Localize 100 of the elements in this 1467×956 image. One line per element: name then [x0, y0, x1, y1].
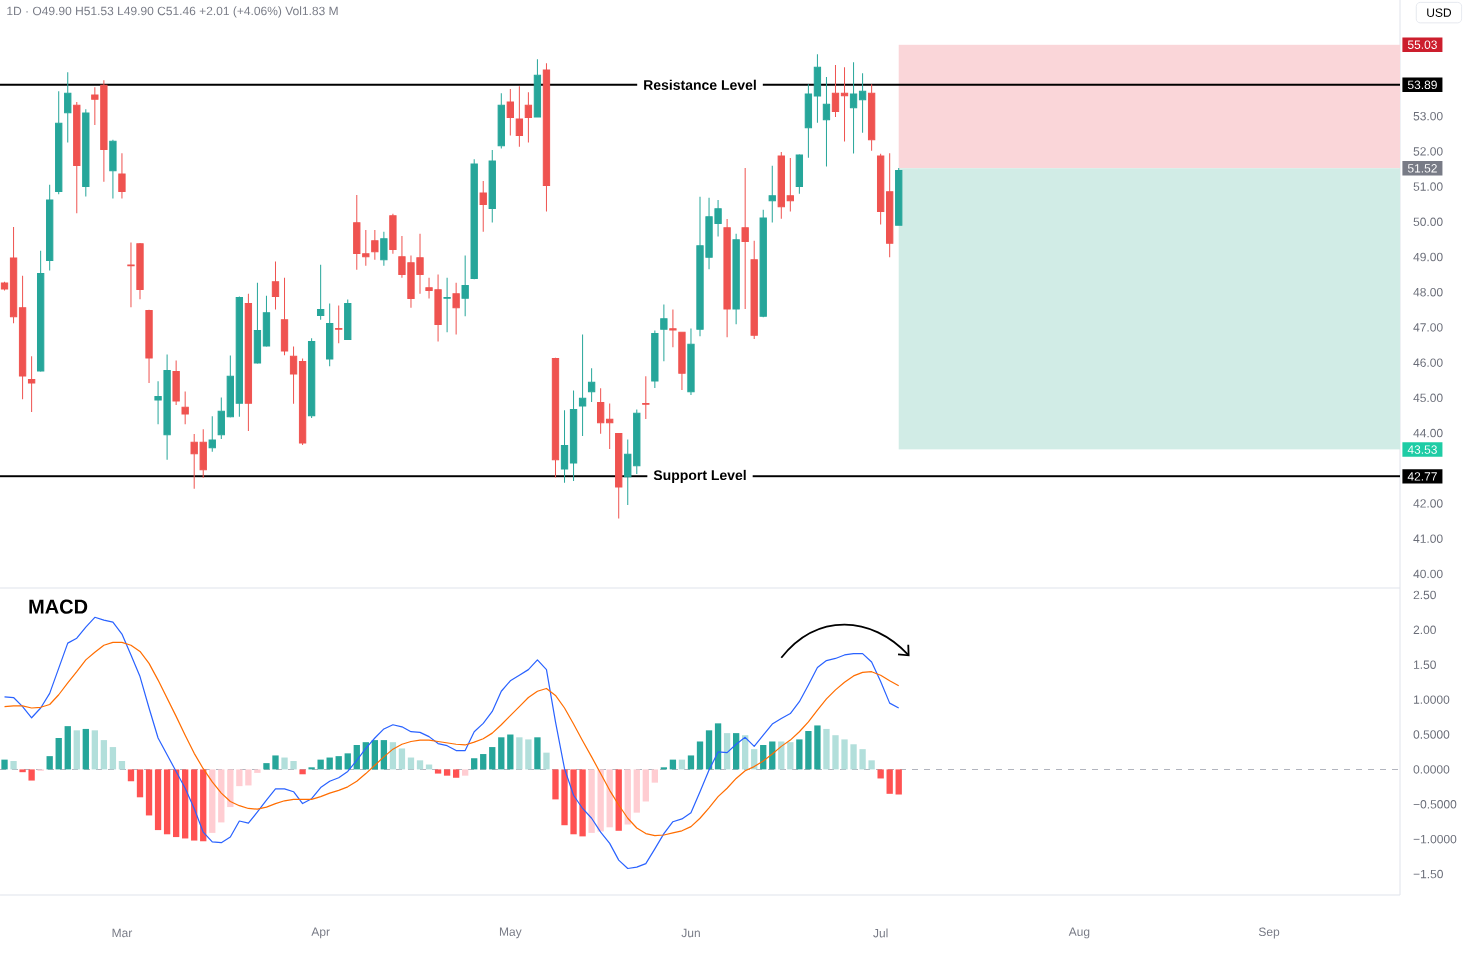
- candlestick: [660, 304, 668, 362]
- bar: [443, 769, 451, 776]
- y-tick-label: 44.00: [1413, 428, 1443, 438]
- candlestick: [687, 327, 695, 396]
- text: USD: [1427, 8, 1452, 17]
- candlestick: [109, 139, 117, 200]
- bar: [561, 769, 568, 826]
- bar: [814, 725, 821, 770]
- bar: [615, 769, 622, 831]
- bar: [705, 730, 713, 770]
- bar: [91, 730, 98, 770]
- bar: [769, 741, 776, 770]
- bar: [624, 769, 631, 825]
- candlestick: [389, 213, 397, 255]
- bar: [308, 767, 315, 770]
- chart-title: MACD: [29, 599, 88, 614]
- y-tick-label: 53.00: [1413, 111, 1443, 121]
- bar: [886, 769, 893, 794]
- candlestick: [27, 355, 36, 413]
- candlestick: [804, 83, 813, 159]
- bar: [489, 747, 496, 770]
- candlestick: [36, 250, 45, 373]
- bar: [172, 769, 180, 838]
- annotation: 53.89: [1407, 80, 1437, 90]
- y-tick-label: 41.00: [1413, 534, 1443, 543]
- candlestick: [497, 92, 505, 150]
- candlestick: [795, 153, 804, 195]
- bar: [480, 754, 487, 770]
- candlestick: [145, 309, 153, 384]
- bar: [335, 756, 342, 770]
- y-tick-label: 50.00: [1413, 217, 1443, 227]
- candlestick: [380, 231, 388, 267]
- bar: [218, 769, 225, 823]
- bar: [642, 769, 649, 802]
- candlestick: [316, 264, 325, 321]
- bar: [82, 728, 89, 770]
- candlestick: [669, 308, 677, 348]
- candlestick: [253, 282, 262, 365]
- candlestick: [732, 233, 740, 325]
- bar: [832, 735, 839, 770]
- bar: [209, 769, 216, 833]
- x-tick-label: Sep: [1258, 927, 1280, 939]
- y-tick-label: 2.50: [1413, 590, 1436, 600]
- bar: [100, 740, 108, 770]
- candlestick: [488, 149, 496, 224]
- candlestick: [768, 165, 776, 224]
- y-tick-label: 51.00: [1413, 182, 1443, 191]
- candlestick: [280, 277, 289, 356]
- candlestick: [326, 302, 334, 367]
- bar: [46, 756, 53, 770]
- y-tick-label: 46.00: [1413, 358, 1443, 367]
- candlestick: [470, 158, 478, 280]
- candlestick: [443, 277, 451, 333]
- candlestick: [858, 72, 867, 134]
- bar: [796, 739, 803, 770]
- bar: [823, 728, 830, 770]
- candlestick: [307, 337, 316, 419]
- bar: [272, 755, 279, 770]
- bar: [416, 760, 424, 770]
- y-tick-label: −1.0000: [1413, 834, 1457, 844]
- bar: [200, 769, 207, 842]
- candlestick: [813, 53, 822, 124]
- bar: [398, 748, 406, 770]
- candlestick: [615, 432, 623, 520]
- bar: [714, 723, 722, 770]
- ref-line-label: Support Level: [653, 469, 746, 483]
- bar: [73, 730, 80, 770]
- candlestick: [298, 357, 307, 446]
- candlestick: [777, 151, 785, 220]
- bar: [55, 738, 62, 770]
- candlestick: [515, 85, 524, 148]
- y-tick-label: 40.00: [1413, 569, 1443, 579]
- bar: [723, 733, 731, 770]
- candlestick: [587, 367, 596, 403]
- bar: [877, 769, 884, 779]
- bar: [696, 741, 704, 770]
- bar: [841, 739, 848, 770]
- y-tick-label: 42.00: [1413, 499, 1443, 508]
- bar: [191, 769, 198, 841]
- bar: [805, 731, 812, 770]
- candlestick: [226, 355, 234, 419]
- candlestick: [289, 345, 298, 405]
- y-tick-label: 48.00: [1413, 287, 1443, 297]
- bar: [579, 769, 586, 837]
- y-tick-label: 0.0000: [1413, 765, 1450, 774]
- candlestick: [371, 229, 379, 261]
- candlestick: [217, 397, 225, 440]
- bar: [236, 769, 243, 787]
- x-tick-label: Jul: [873, 928, 888, 938]
- annotation: 55.03: [1407, 40, 1437, 49]
- candlestick: [849, 61, 858, 154]
- candlestick: [18, 275, 27, 400]
- bar: [859, 749, 866, 770]
- candlestick: [271, 261, 280, 310]
- annotation: 51.52: [1407, 164, 1437, 173]
- candlestick: [452, 282, 460, 335]
- candlestick: [479, 180, 487, 233]
- y-tick-label: −1.50: [1413, 869, 1443, 879]
- bar: [588, 769, 595, 833]
- bar: [742, 735, 749, 770]
